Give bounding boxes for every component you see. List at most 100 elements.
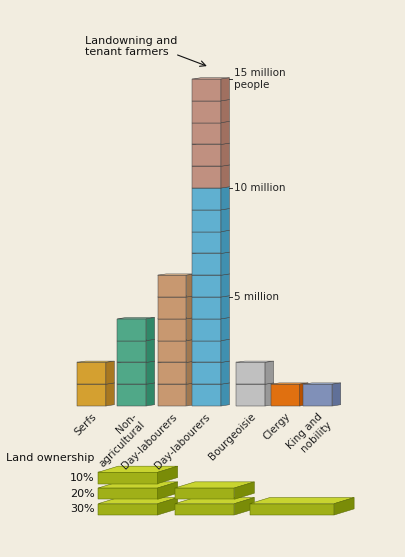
Polygon shape (117, 339, 154, 341)
Polygon shape (157, 466, 177, 483)
Polygon shape (117, 383, 154, 384)
Polygon shape (270, 383, 307, 384)
Polygon shape (117, 319, 146, 341)
Polygon shape (157, 383, 194, 384)
Text: 10 million: 10 million (234, 183, 285, 193)
Polygon shape (157, 482, 177, 499)
Text: Landowning and
tenant farmers: Landowning and tenant farmers (85, 36, 177, 57)
Polygon shape (77, 384, 106, 406)
Polygon shape (117, 341, 146, 363)
Text: 10%: 10% (70, 473, 94, 483)
Polygon shape (220, 143, 229, 166)
Polygon shape (192, 79, 220, 101)
Polygon shape (192, 188, 220, 210)
Text: Day-labourers: Day-labourers (120, 412, 179, 471)
Polygon shape (333, 497, 353, 515)
Polygon shape (236, 384, 264, 406)
Polygon shape (192, 187, 229, 188)
Polygon shape (98, 504, 157, 515)
Text: 15 million
people: 15 million people (234, 69, 286, 90)
Polygon shape (234, 482, 254, 499)
Polygon shape (192, 363, 220, 384)
Polygon shape (186, 296, 194, 319)
Polygon shape (264, 383, 273, 406)
Polygon shape (192, 275, 220, 297)
Polygon shape (157, 319, 186, 341)
Polygon shape (192, 297, 220, 319)
Polygon shape (192, 361, 229, 363)
Polygon shape (192, 384, 220, 406)
Polygon shape (175, 497, 254, 504)
Polygon shape (192, 252, 229, 253)
Polygon shape (157, 341, 186, 363)
Polygon shape (157, 317, 194, 319)
Polygon shape (192, 383, 229, 384)
Polygon shape (117, 361, 154, 363)
Polygon shape (192, 166, 220, 188)
Polygon shape (249, 497, 353, 504)
Text: Bourgeoisie: Bourgeoisie (207, 412, 257, 462)
Polygon shape (175, 488, 234, 499)
Polygon shape (192, 210, 220, 232)
Polygon shape (236, 363, 264, 384)
Polygon shape (146, 383, 154, 406)
Polygon shape (157, 384, 186, 406)
Polygon shape (77, 383, 114, 384)
Text: King and
nobility: King and nobility (285, 412, 333, 459)
Polygon shape (220, 165, 229, 188)
Polygon shape (220, 252, 229, 275)
Polygon shape (331, 383, 340, 406)
Polygon shape (220, 361, 229, 384)
Polygon shape (220, 208, 229, 232)
Polygon shape (249, 504, 333, 515)
Polygon shape (157, 275, 186, 297)
Polygon shape (220, 339, 229, 363)
Text: Clergy: Clergy (261, 412, 292, 442)
Polygon shape (220, 187, 229, 210)
Polygon shape (157, 363, 186, 384)
Polygon shape (192, 143, 229, 144)
Polygon shape (157, 339, 194, 341)
Polygon shape (220, 274, 229, 297)
Text: 20%: 20% (70, 488, 94, 499)
Polygon shape (186, 339, 194, 363)
Polygon shape (220, 317, 229, 341)
Polygon shape (303, 383, 340, 384)
Polygon shape (186, 317, 194, 341)
Polygon shape (236, 361, 273, 363)
Polygon shape (146, 317, 154, 341)
Polygon shape (157, 361, 194, 363)
Polygon shape (234, 497, 254, 515)
Polygon shape (77, 361, 114, 363)
Polygon shape (175, 504, 234, 515)
Polygon shape (186, 361, 194, 384)
Polygon shape (157, 297, 186, 319)
Polygon shape (192, 101, 220, 123)
Polygon shape (220, 296, 229, 319)
Polygon shape (192, 253, 220, 275)
Polygon shape (192, 339, 229, 341)
Polygon shape (220, 100, 229, 123)
Text: Land ownership: Land ownership (6, 453, 94, 463)
Polygon shape (299, 383, 307, 406)
Text: Non-
agricultural: Non- agricultural (89, 412, 147, 470)
Polygon shape (157, 296, 194, 297)
Polygon shape (192, 232, 220, 253)
Polygon shape (192, 208, 229, 210)
Polygon shape (98, 472, 157, 483)
Polygon shape (192, 100, 229, 101)
Polygon shape (98, 482, 177, 488)
Polygon shape (157, 497, 177, 515)
Polygon shape (117, 384, 146, 406)
Polygon shape (117, 317, 154, 319)
Polygon shape (98, 497, 177, 504)
Text: 30%: 30% (70, 504, 94, 514)
Polygon shape (98, 488, 157, 499)
Polygon shape (192, 144, 220, 166)
Polygon shape (186, 383, 194, 406)
Polygon shape (264, 361, 273, 384)
Polygon shape (192, 123, 220, 144)
Polygon shape (175, 482, 254, 488)
Polygon shape (157, 274, 194, 275)
Polygon shape (192, 296, 229, 297)
